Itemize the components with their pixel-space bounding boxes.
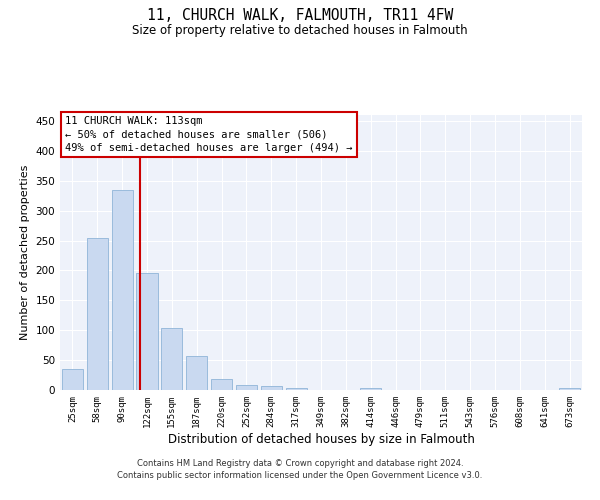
Text: Size of property relative to detached houses in Falmouth: Size of property relative to detached ho… (132, 24, 468, 37)
Text: Contains HM Land Registry data © Crown copyright and database right 2024.
Contai: Contains HM Land Registry data © Crown c… (118, 458, 482, 480)
Bar (261, 386, 282, 390)
Bar (360, 388, 381, 390)
Bar (161, 328, 182, 390)
Bar (112, 190, 133, 390)
Bar (559, 388, 580, 390)
Y-axis label: Number of detached properties: Number of detached properties (20, 165, 30, 340)
Bar (87, 238, 108, 390)
Bar (236, 384, 257, 390)
Bar (211, 379, 232, 390)
Bar (62, 369, 83, 390)
Text: 11, CHURCH WALK, FALMOUTH, TR11 4FW: 11, CHURCH WALK, FALMOUTH, TR11 4FW (147, 8, 453, 22)
Bar (186, 356, 207, 390)
Text: 11 CHURCH WALK: 113sqm
← 50% of detached houses are smaller (506)
49% of semi-de: 11 CHURCH WALK: 113sqm ← 50% of detached… (65, 116, 353, 153)
Bar (136, 274, 158, 390)
Bar (286, 388, 307, 390)
Text: Distribution of detached houses by size in Falmouth: Distribution of detached houses by size … (167, 432, 475, 446)
